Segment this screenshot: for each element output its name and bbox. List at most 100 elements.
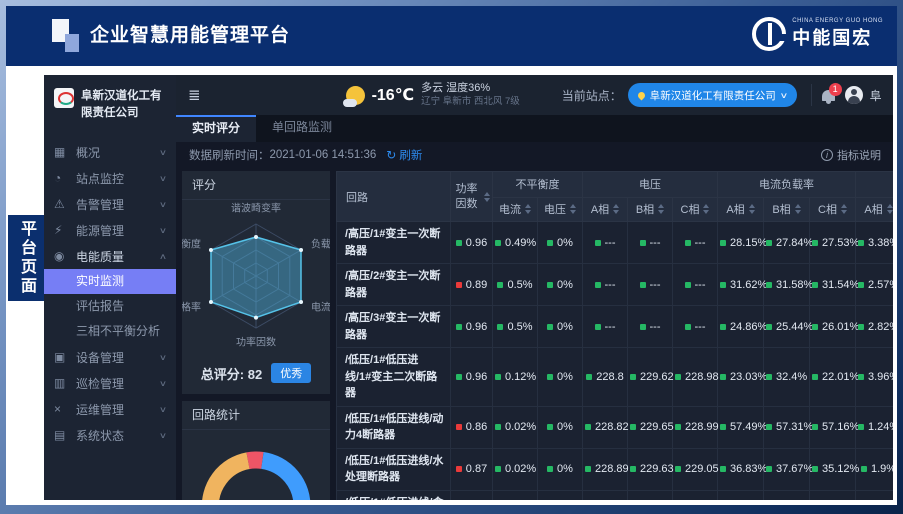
tab-single-loop-monitor[interactable]: 单回路监测 <box>272 120 333 134</box>
table-row: /高压/2#变主一次断路器 0.89 0.5% 0% --- --- --- 31.62% 31… <box>336 263 893 306</box>
company-name: 阜新汉道化工有限责任公司 <box>81 90 162 119</box>
value-cell: 229.63 <box>627 447 674 491</box>
value-cell: 0.96 <box>450 347 493 407</box>
sort-icon[interactable] <box>748 201 755 217</box>
sidebar-item[interactable]: ◉ 电能质量 ∧ <box>44 243 176 269</box>
sidebar-item[interactable]: ▤ 系统状态 ∨ <box>44 422 176 448</box>
sidebar-item-label: 系统状态 <box>76 428 125 443</box>
column-subheader[interactable]: A相 <box>717 196 764 222</box>
sort-icon[interactable] <box>840 201 847 217</box>
status-green-icon <box>812 424 818 430</box>
brand-name-cn: 中能国宏 <box>792 28 873 48</box>
avatar[interactable] <box>844 86 863 104</box>
sidebar-subitem[interactable]: 三相不平衡分析 <box>76 324 161 339</box>
status-green-icon <box>455 373 462 380</box>
value-cell: 8.82% <box>763 489 810 500</box>
column-subheader[interactable]: 电流 <box>492 196 538 222</box>
sort-icon[interactable] <box>703 201 710 217</box>
table-row: /高压/1#变主一次断路器 0.96 0.49% 0% --- --- --- 28.15% 2… <box>336 221 893 264</box>
brand-logo: CHINA ENERGY GUO HONG 中能国宏 <box>752 17 883 51</box>
page-label: 平台页面 <box>8 215 44 301</box>
status-green-icon <box>858 281 864 288</box>
sort-icon[interactable] <box>658 201 665 217</box>
sidebar-subitem[interactable]: 实时监测 <box>44 269 176 295</box>
value-cell: 1.9% <box>855 447 893 491</box>
chevron-down-icon: ∨ <box>158 430 168 440</box>
value-cell: 57.16% <box>809 405 859 449</box>
value-cell: 2.82% <box>855 305 893 348</box>
sidebar-subitem[interactable]: 评估报告 <box>76 299 125 314</box>
sidebar-item[interactable]: ▥ 巡检管理 ∨ <box>44 370 176 396</box>
column-subheader[interactable]: C相 <box>809 196 856 222</box>
sort-icon[interactable] <box>525 201 531 217</box>
column-header[interactable]: 功率因数 <box>450 171 493 222</box>
value-cell: 28.15% <box>717 221 767 264</box>
sidebar-item-label: 概况 <box>76 145 101 160</box>
svg-text:负载率: 负载率 <box>311 237 330 250</box>
status-green-icon <box>720 281 726 288</box>
status-green-icon <box>585 466 591 472</box>
svg-text:合格率: 合格率 <box>182 301 201 314</box>
refresh-button[interactable]: ↻ 刷新 <box>386 147 422 163</box>
column-subheader[interactable]: B相 <box>627 196 673 222</box>
notifications-button[interactable]: 1 <box>821 82 842 104</box>
station-select[interactable]: 阜新汉道化工有限责任公司 ∨ <box>627 83 797 107</box>
value-cell: 57.49% <box>717 405 767 449</box>
sort-icon[interactable] <box>483 189 490 205</box>
sidebar-item-label: 电能质量 <box>76 249 125 264</box>
sort-icon[interactable] <box>886 201 893 217</box>
loops-table: 回路 功率因数 不平衡度 电压 电流负载率 电流 电压 A相 B相 C相 A相 B相 C相 A相/高压/1… <box>336 171 893 500</box>
sidebar-company: 阜新汉道化工有限责任公司 <box>44 75 176 131</box>
value-cell: 228.99 <box>672 405 719 449</box>
sidebar-item[interactable]: × 运维管理 ∨ <box>44 396 176 422</box>
column-subheader[interactable]: A相 <box>855 196 893 222</box>
brand-ring-icon <box>752 17 787 51</box>
column-subheader[interactable]: B相 <box>763 196 810 222</box>
value-cell: 0% <box>537 305 583 348</box>
loop-name: /高压/2#变主一次断路器 <box>336 263 451 306</box>
station-label: 当前站点： <box>561 88 622 103</box>
column-subheader[interactable]: 电压 <box>537 196 583 222</box>
sidebar-item[interactable]: ⚠ 告警管理 ∨ <box>44 191 176 217</box>
loop-name: /低压/1#低压进线/水处理断路器 <box>336 447 451 491</box>
status-green-icon <box>766 281 772 288</box>
value-cell: 36.83% <box>717 447 767 491</box>
indicator-help-link[interactable]: i 指标说明 <box>821 147 881 163</box>
sort-icon[interactable] <box>613 201 620 217</box>
sidebar-item[interactable]: ▣ 设备管理 ∨ <box>44 344 176 370</box>
value-cell: 0.86 <box>450 405 493 449</box>
sort-icon[interactable] <box>794 201 801 217</box>
sidebar-item[interactable]: ⚡ 能源管理 ∨ <box>44 217 176 243</box>
status-green-icon <box>547 323 554 330</box>
column-subheader[interactable]: C相 <box>672 196 718 222</box>
status-green-icon <box>547 466 554 472</box>
column-subheader[interactable]: A相 <box>582 196 628 222</box>
device-icon: ▣ <box>54 350 66 365</box>
sidebar-item[interactable]: ◔ 站点监控 ∨ <box>44 165 176 191</box>
loop-donut-chart <box>202 451 311 500</box>
table-row: /低压/1#低压进线/水处理断路器 0.87 0.02% 0% 228.89 229.63… <box>336 447 893 491</box>
topbar-divider <box>810 84 812 106</box>
svg-text:谐波畸变率: 谐波畸变率 <box>231 202 281 215</box>
status-green-icon <box>547 424 554 430</box>
status-green-icon <box>766 466 772 472</box>
top-header: 企业智慧用能管理平台 CHINA ENERGY GUO HONG 中能国宏 <box>6 6 897 66</box>
sidebar-item[interactable]: ▦ 概况 ∨ <box>44 139 176 165</box>
value-cell: 31.54% <box>809 263 859 306</box>
status-green-icon <box>684 239 691 246</box>
overview-icon: ▦ <box>54 145 66 160</box>
value-cell: 0% <box>537 263 583 306</box>
column-group-header <box>855 171 893 198</box>
loops-table-wrap[interactable]: 回路 功率因数 不平衡度 电压 电流负载率 电流 电压 A相 B相 C相 A相 B相 C相 A相/高压/1… <box>336 171 893 500</box>
collapse-sidebar-icon[interactable]: ≣ <box>188 87 201 104</box>
status-green-icon <box>639 239 646 246</box>
sort-icon[interactable] <box>570 201 576 217</box>
value-cell: 0% <box>537 447 583 491</box>
value-cell: --- <box>627 221 673 264</box>
value-cell: 0.02% <box>492 405 538 449</box>
value-cell: 0.5% <box>492 305 538 348</box>
sidebar-item-label: 告警管理 <box>76 197 125 212</box>
sidebar-item-label: 能源管理 <box>76 223 125 238</box>
tab-realtime-score[interactable]: 实时评分 <box>176 115 257 142</box>
status-green-icon <box>455 239 462 246</box>
